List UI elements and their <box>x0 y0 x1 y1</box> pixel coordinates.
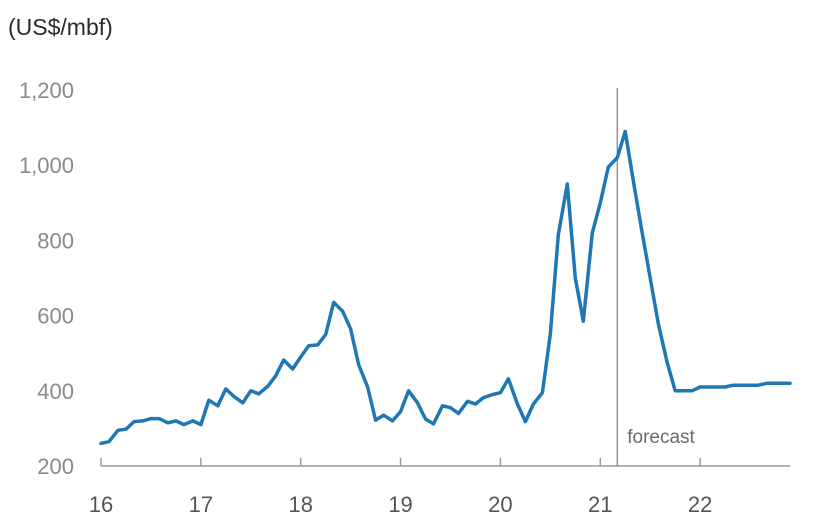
x-tick-label: 20 <box>488 492 512 517</box>
x-tick-label: 16 <box>89 492 113 517</box>
price-series-line <box>99 129 792 446</box>
x-tick-label: 22 <box>688 492 712 517</box>
forecast-label: forecast <box>627 427 695 448</box>
series-lines <box>99 129 792 446</box>
y-tick-label: 800 <box>37 228 74 253</box>
y-tick-labels: 200 400 600 800 1,000 1,200 <box>19 78 74 479</box>
y-tick-label: 1,000 <box>19 153 74 178</box>
y-axis-unit-label: (US$/mbf) <box>8 14 113 40</box>
x-tick-label: 19 <box>388 492 412 517</box>
forecast-marker: forecast <box>616 88 696 466</box>
y-tick-label: 200 <box>37 454 74 479</box>
y-tick-label: 1,200 <box>19 78 74 103</box>
x-tick-labels: 16 17 18 19 20 21 22 <box>89 458 712 517</box>
x-tick-label: 21 <box>588 492 612 517</box>
y-tick-label: 600 <box>37 304 74 329</box>
x-tick-label: 18 <box>288 492 312 517</box>
y-tick-label: 400 <box>37 379 74 404</box>
x-tick-label: 17 <box>189 492 213 517</box>
